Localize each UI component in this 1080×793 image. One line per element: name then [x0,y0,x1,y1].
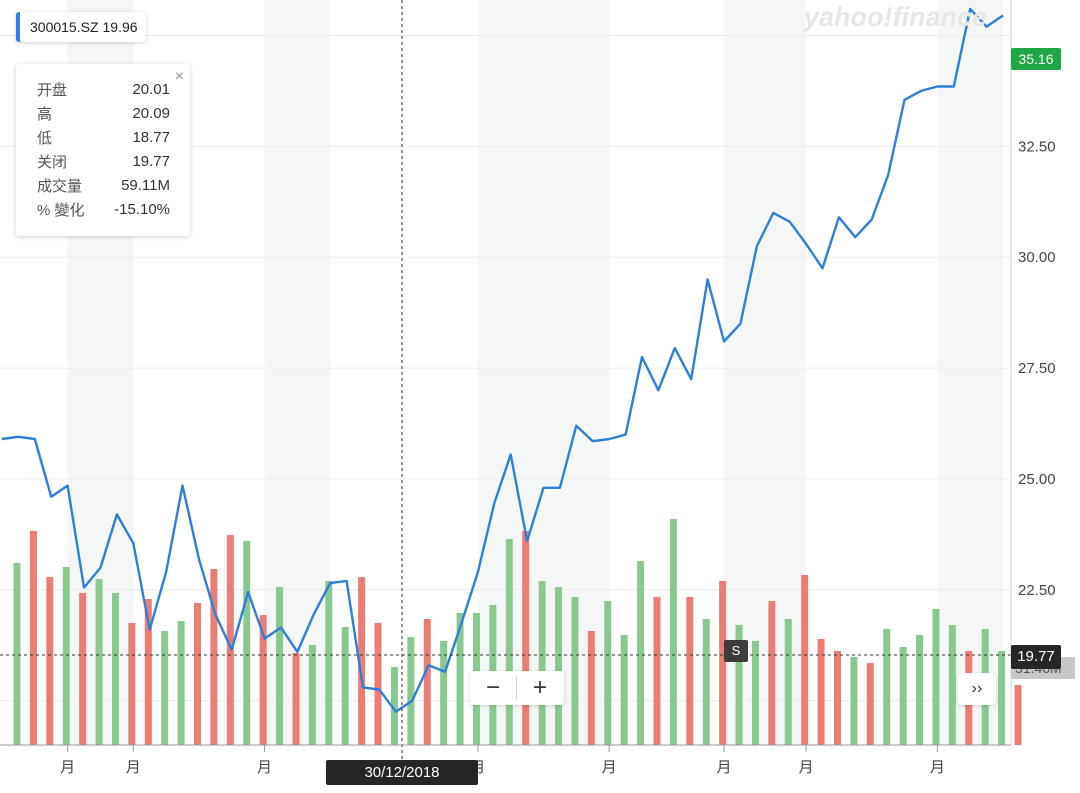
x-tick-label: 月 [602,758,617,776]
volume-bar [883,629,891,745]
x-tick-label: 月 [257,758,272,776]
volume-bar [555,587,563,745]
volume-bar [226,535,234,745]
volume-bar [817,639,825,745]
volume-bar [194,603,202,745]
series-color-marker [16,12,20,42]
volume-bar [292,653,300,745]
volume-bar [407,637,415,745]
volume-bar [587,631,595,745]
volume-bar [177,621,185,745]
crosshair-price-label: 19.77 [1011,645,1061,669]
split-marker[interactable]: S [724,640,748,662]
volume-bars [13,519,1022,745]
ticker-badge[interactable]: 300015.SZ 19.96 [16,12,146,42]
volume-bar [1014,685,1022,745]
column-band [264,0,331,745]
volume-bar [604,601,612,745]
column-bands [67,0,1003,745]
x-axis-ticks: 月月月月月月月月 [60,745,945,776]
volume-bar [620,635,628,745]
volume-bar [308,645,316,745]
volume-bar [79,593,87,745]
volume-bar [13,563,21,745]
volume-bar [538,581,546,745]
volume-bar [571,597,579,745]
ticker-price: 19.96 [102,19,138,35]
volume-bar [259,615,267,745]
volume-bar [358,577,366,745]
volume-bar [719,581,727,745]
volume-bar [751,641,759,745]
volume-bar [29,531,37,745]
volume-bar [440,641,448,745]
volume-bar [374,623,382,745]
zoom-in-button[interactable]: + [532,674,547,701]
y-axis-ticks: 22.50 25.00 27.50 30.00 32.50 [1018,138,1056,598]
volume-bar [850,657,858,745]
volume-bar [276,587,284,745]
volume-bar [390,667,398,745]
volume-bar [686,597,694,745]
volume-bar [243,541,251,745]
volume-bar [998,651,1006,745]
volume-bar [46,577,54,745]
volume-bar [341,627,349,745]
volume-bar [801,575,809,745]
volume-bar [637,561,645,745]
volume-bar [325,581,333,745]
volume-bar [522,531,530,745]
yahoo-finance-logo: yahoo!finance [804,2,988,32]
zoom-divider [516,677,517,699]
volume-bar [768,601,776,745]
volume-bar [423,619,431,745]
volume-bar [161,631,169,745]
y-tick-label: 25.00 [1018,471,1056,488]
x-tick-label: 月 [60,758,75,776]
volume-bar [95,579,103,745]
volume-bar [866,663,874,745]
volume-bar [899,647,907,745]
crosshair-date-label: 30/12/2018 [326,760,478,785]
volume-bar [505,539,513,745]
volume-bar [144,599,152,745]
zoom-control: − + [470,671,564,705]
column-band [724,0,807,745]
last-price-label: 35.16 [1011,48,1061,70]
close-icon[interactable]: × [174,68,184,85]
column-band [937,0,1003,745]
volume-bar [128,623,136,745]
volume-bar [784,619,792,745]
y-tick-label: 27.50 [1018,360,1056,377]
volume-bar [932,609,940,745]
volume-bar [833,651,841,745]
volume-bar [62,567,70,745]
x-tick-label: 月 [717,758,732,776]
y-tick-label: 22.50 [1018,582,1056,599]
volume-bar [916,635,924,745]
price-line [1,7,1004,713]
scroll-forward-button[interactable]: ›› [958,673,996,705]
y-tick-label: 32.50 [1018,138,1056,155]
y-tick-label: 30.00 [1018,249,1056,266]
volume-bar [702,619,710,745]
x-tick-label: 月 [126,758,141,776]
volume-bar [735,625,743,745]
x-tick-label: 月 [799,758,814,776]
volume-bar [456,613,464,745]
volume-bar [111,593,119,745]
zoom-out-button[interactable]: − [485,674,500,701]
volume-bar [210,569,218,745]
volume-bar [948,625,956,745]
volume-bar [669,519,677,745]
volume-bar [653,597,661,745]
x-tick-label: 月 [930,758,945,776]
ticker-symbol: 300015.SZ [30,19,99,35]
ohlc-info-panel: × [16,64,190,236]
